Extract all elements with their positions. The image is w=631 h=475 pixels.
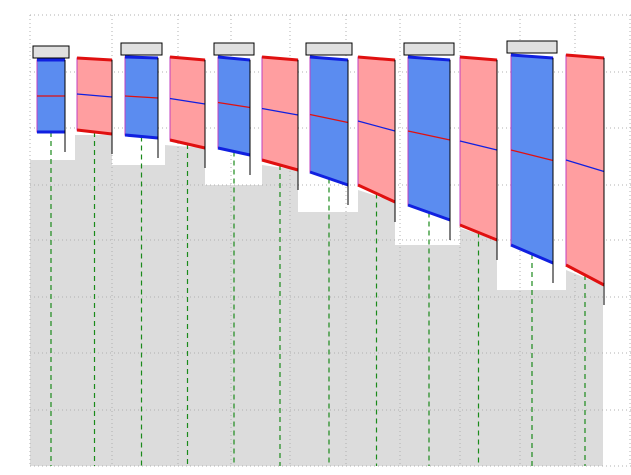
blade-top-edge xyxy=(357,55,396,62)
cap xyxy=(305,42,353,56)
blade-bottom-edge xyxy=(407,203,451,222)
blade-top-edge xyxy=(124,55,159,60)
guides xyxy=(50,132,586,466)
blade xyxy=(217,56,251,156)
blade-top-edge xyxy=(565,53,605,60)
blade-bottom-edge xyxy=(309,170,349,187)
cap xyxy=(403,42,455,56)
blades xyxy=(32,40,605,305)
blade-mid-line xyxy=(261,107,299,116)
cap xyxy=(32,45,70,59)
blade-top-edge xyxy=(407,55,451,62)
blade-mid-line xyxy=(217,101,251,109)
blade-bottom-edge xyxy=(357,183,396,204)
blade-bottom-edge xyxy=(169,138,206,150)
blade-mid-line xyxy=(459,140,498,151)
blade xyxy=(169,56,206,149)
blade-top-edge xyxy=(169,55,206,62)
cap xyxy=(213,42,255,56)
blade-bottom-edge xyxy=(217,146,251,157)
blade-mid-line xyxy=(407,130,451,141)
blade-bottom-edge xyxy=(261,158,299,172)
blade-mid-line xyxy=(510,149,554,162)
blade-bottom-edge xyxy=(459,223,498,242)
blade-mid-line xyxy=(124,95,159,99)
cap xyxy=(506,40,558,54)
blade-bottom-edge xyxy=(510,243,554,265)
blade-mid-line xyxy=(357,120,396,132)
blade-top-edge xyxy=(217,55,251,62)
blade-mid-line xyxy=(309,113,349,124)
blade-top-edge xyxy=(459,55,498,62)
blade-top-edge xyxy=(510,53,554,60)
blade-bottom-edge xyxy=(76,128,113,136)
cap xyxy=(120,42,163,56)
blade-bottom-edge xyxy=(124,133,159,140)
blade-top-edge xyxy=(309,55,349,62)
blade-mid-line xyxy=(76,93,113,98)
blade-mid-line xyxy=(169,97,206,105)
blade-mid-line xyxy=(565,159,605,173)
blade-top-edge xyxy=(76,56,113,62)
blade-bottom-edge xyxy=(565,263,605,287)
blade-top-edge xyxy=(261,55,299,62)
